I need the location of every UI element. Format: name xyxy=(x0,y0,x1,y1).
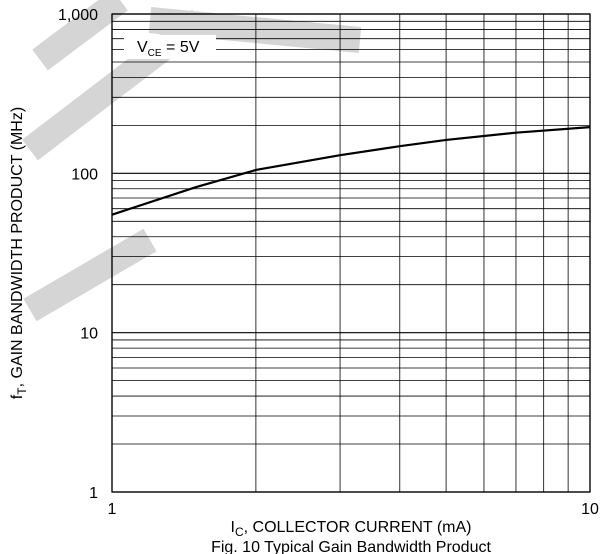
x-axis-label-main: I xyxy=(231,519,235,536)
y-axis-label-main: f xyxy=(9,394,26,399)
annotation-box xyxy=(124,35,216,59)
plot-frame xyxy=(111,13,591,493)
labels: 1 10 100 1,000 1 10 VCE = 5V IC, COLLECTOR CURR… xyxy=(9,7,599,554)
annotation-main: V xyxy=(137,39,148,56)
y-axis-label-sub: T xyxy=(15,387,29,395)
x-axis-label-sub: C xyxy=(235,525,244,539)
data-line xyxy=(111,126,591,216)
y-tick-label: 10 xyxy=(80,326,98,343)
y-tick-label: 1 xyxy=(89,485,98,502)
annotation-rest: = 5V xyxy=(162,39,200,56)
y-axis-label-rest: , GAIN BANDWIDTH PRODUCT (MHz) xyxy=(9,107,26,388)
annotation-sub: CE xyxy=(148,48,162,59)
x-tick-label: 10 xyxy=(581,501,599,518)
y-tick-label: 1,000 xyxy=(58,7,98,24)
x-axis-label-rest: , COLLECTOR CURRENT (mA) xyxy=(244,519,472,536)
chart-title: Fig. 10 Typical Gain Bandwidth Product xyxy=(211,539,491,554)
marks xyxy=(111,126,591,216)
x-tick-label: 1 xyxy=(108,501,117,518)
x-axis-label: IC, COLLECTOR CURRENT (mA) xyxy=(231,519,472,539)
annotation: VCE = 5V xyxy=(137,39,200,59)
watermark xyxy=(22,0,362,322)
y-tick-label: 100 xyxy=(71,166,98,183)
grid xyxy=(111,13,591,493)
y-axis-label: fT, GAIN BANDWIDTH PRODUCT (MHz) xyxy=(9,107,29,399)
